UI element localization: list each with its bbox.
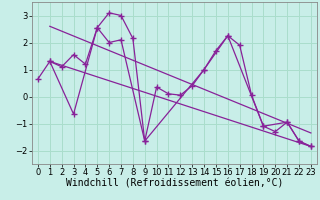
X-axis label: Windchill (Refroidissement éolien,°C): Windchill (Refroidissement éolien,°C): [66, 179, 283, 189]
